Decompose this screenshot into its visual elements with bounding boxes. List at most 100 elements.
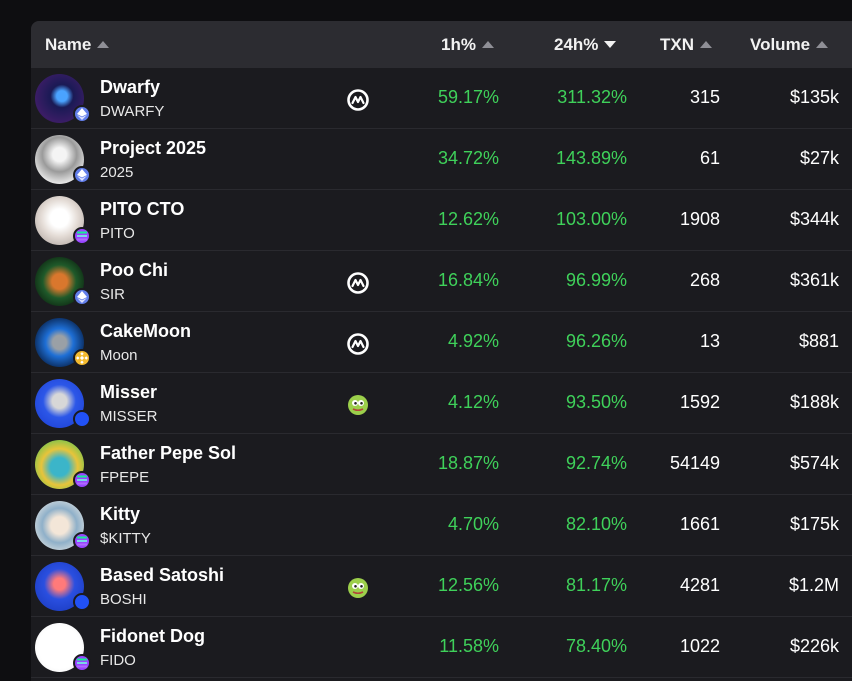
token-name[interactable]: Poo Chi <box>100 260 168 280</box>
token-name[interactable]: Fidonet Dog <box>100 626 205 646</box>
volume-value: $27k <box>799 148 839 168</box>
token-name[interactable]: Project 2025 <box>100 138 207 158</box>
txn-count: 1022 <box>679 636 720 656</box>
pepe-icon[interactable] <box>347 394 369 416</box>
txn-count: 1592 <box>679 392 720 412</box>
token-symbol: Moon <box>100 347 138 364</box>
change-1h: 12.56% <box>437 575 499 595</box>
column-header-name: Name <box>45 34 92 54</box>
token-symbol: DWARFY <box>100 103 165 120</box>
table-header: Name 1h% 24h% TXN Volume <box>31 21 852 68</box>
change-1h: 11.58% <box>439 636 499 656</box>
txn-count: 61 <box>699 148 720 168</box>
table-row[interactable]: Kitty $KITTY 4.70% 82.10% 1661 $175k <box>31 495 852 556</box>
change-24h: 96.99% <box>565 270 627 290</box>
volume-value: $175k <box>789 514 839 534</box>
txn-count: 4281 <box>679 575 720 595</box>
base-chain-icon <box>73 410 91 428</box>
column-header-volume: Volume <box>750 34 811 54</box>
change-24h: 92.74% <box>565 453 627 473</box>
solana-chain-icon <box>73 532 91 550</box>
solana-chain-icon <box>73 227 91 245</box>
change-1h: 34.72% <box>437 148 499 168</box>
token-symbol: BOSHI <box>100 591 147 608</box>
volume-value: $344k <box>789 209 839 229</box>
ethereum-chain-icon <box>73 105 91 123</box>
change-24h: 311.32% <box>557 87 627 107</box>
token-name[interactable]: Kitty <box>100 504 140 524</box>
volume-value: $574k <box>789 453 839 473</box>
volume-value: $188k <box>789 392 839 412</box>
base-chain-icon <box>73 593 91 611</box>
coinmarketcap-icon[interactable] <box>347 272 369 294</box>
token-table: Name 1h% 24h% TXN Volume Dwarfy DWARFY 59.… <box>31 21 852 681</box>
sort-1h-column[interactable]: 1h% <box>441 21 494 68</box>
sort-asc-icon <box>97 41 110 48</box>
token-symbol: SIR <box>100 286 126 303</box>
table-row[interactable]: PITO CTO PITO 12.62% 103.00% 1908 $344k <box>31 190 852 251</box>
token-name[interactable]: Dwarfy <box>100 77 161 97</box>
change-1h: 18.87% <box>437 453 499 473</box>
txn-count: 268 <box>689 270 720 290</box>
volume-value: $135k <box>789 87 839 107</box>
column-header-24h: 24h% <box>554 34 599 54</box>
txn-count: 315 <box>689 87 720 107</box>
token-symbol: MISSER <box>100 408 158 425</box>
change-1h: 4.70% <box>447 514 499 534</box>
change-1h: 12.62% <box>437 209 499 229</box>
change-24h: 143.89% <box>555 148 627 168</box>
change-24h: 78.40% <box>565 636 627 656</box>
token-name[interactable]: Misser <box>100 382 158 402</box>
column-header-1h: 1h% <box>441 34 476 54</box>
ethereum-chain-icon <box>73 288 91 306</box>
pepe-icon[interactable] <box>347 577 369 599</box>
table-row[interactable]: Poo Chi SIR 16.84% 96.99% 268 $361k <box>31 251 852 312</box>
change-24h: 96.26% <box>565 331 627 351</box>
volume-value: $1.2M <box>788 575 839 595</box>
bnb-chain-icon <box>73 349 91 367</box>
table-row[interactable]: Misser MISSER 4.12% 93.50% 1592 $188k <box>31 373 852 434</box>
change-24h: 82.10% <box>565 514 627 534</box>
table-row[interactable]: CakeMoon Moon 4.92% 96.26% 13 $881 <box>31 312 852 373</box>
token-symbol: PITO <box>100 225 135 242</box>
change-1h: 59.17% <box>437 87 499 107</box>
volume-value: $226k <box>789 636 839 656</box>
token-name[interactable]: Father Pepe Sol <box>100 443 237 463</box>
change-24h: 81.17% <box>565 575 627 595</box>
table-row[interactable]: Fidonet Dog FIDO 11.58% 78.40% 1022 $226k <box>31 617 852 678</box>
ethereum-chain-icon <box>73 166 91 184</box>
change-24h: 93.50% <box>565 392 627 412</box>
sort-name-column[interactable]: Name <box>45 21 110 68</box>
token-symbol: 2025 <box>100 164 134 181</box>
solana-chain-icon <box>73 654 91 672</box>
sort-volume-column[interactable]: Volume <box>750 21 829 68</box>
change-1h: 16.84% <box>437 270 499 290</box>
table-row[interactable]: Father Pepe Sol FPEPE 18.87% 92.74% 54149 $57… <box>31 434 852 495</box>
coinmarketcap-icon[interactable] <box>347 89 369 111</box>
sort-24h-column[interactable]: 24h% <box>554 21 617 68</box>
table-body: Dwarfy DWARFY 59.17% 311.32% 315 $135k Project… <box>31 68 852 678</box>
table-row[interactable]: Project 2025 2025 34.72% 143.89% 61 $27k <box>31 129 852 190</box>
token-name[interactable]: CakeMoon <box>100 321 192 341</box>
txn-count: 13 <box>699 331 720 351</box>
token-name[interactable]: Based Satoshi <box>100 565 225 585</box>
table-row[interactable]: Based Satoshi BOSHI 12.56% 81.17% 4281 $1.2M <box>31 556 852 617</box>
sort-asc-icon <box>481 41 494 48</box>
token-symbol: FIDO <box>100 652 136 669</box>
volume-value: $881 <box>798 331 839 351</box>
sort-desc-icon <box>604 41 617 48</box>
column-header-txn: TXN <box>660 34 694 54</box>
txn-count: 1908 <box>679 209 720 229</box>
table-row[interactable]: Dwarfy DWARFY 59.17% 311.32% 315 $135k <box>31 68 852 129</box>
coinmarketcap-icon[interactable] <box>347 333 369 355</box>
volume-value: $361k <box>789 270 839 290</box>
solana-chain-icon <box>73 471 91 489</box>
token-symbol: $KITTY <box>100 530 151 547</box>
txn-count: 54149 <box>669 453 720 473</box>
sort-txn-column[interactable]: TXN <box>660 21 712 68</box>
change-24h: 103.00% <box>555 209 627 229</box>
token-name[interactable]: PITO CTO <box>100 199 185 219</box>
txn-count: 1661 <box>679 514 720 534</box>
change-1h: 4.12% <box>447 392 499 412</box>
token-symbol: FPEPE <box>100 469 150 486</box>
